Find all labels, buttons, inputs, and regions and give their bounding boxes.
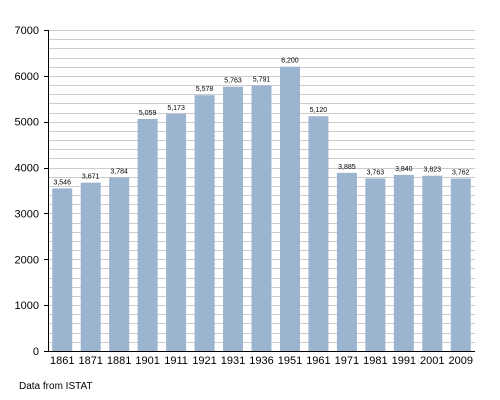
bar-1901 xyxy=(137,119,158,351)
bar-1951 xyxy=(279,66,300,351)
bar-1911 xyxy=(166,113,187,351)
data-label-1881: 3,784 xyxy=(110,168,128,175)
x-tick-label: 1911 xyxy=(164,355,188,367)
bar-1981 xyxy=(365,178,386,351)
bar-1931 xyxy=(223,86,244,352)
x-tick-label: 1881 xyxy=(107,355,131,367)
x-tick-label: 1901 xyxy=(135,355,159,367)
x-tick-label: 1871 xyxy=(78,355,102,367)
data-label-2009: 3,762 xyxy=(452,169,470,176)
y-tick-label: 5000 xyxy=(15,117,39,129)
bars xyxy=(52,66,471,352)
x-tick-label: 1921 xyxy=(192,355,216,367)
data-label-1861: 3,546 xyxy=(53,179,71,186)
y-tick-label: 4000 xyxy=(15,163,39,175)
x-tick-label: 1861 xyxy=(50,355,74,367)
x-tick-label: 1931 xyxy=(221,355,245,367)
data-label-2001: 3,823 xyxy=(424,167,442,174)
x-tick-label: 2009 xyxy=(449,355,473,367)
y-tick-label: 0 xyxy=(33,346,39,358)
data-label-1951: 6,200 xyxy=(281,58,299,65)
data-label-1936: 5,791 xyxy=(253,76,271,83)
data-label-1931: 5,763 xyxy=(224,78,242,85)
data-label-1961: 5,120 xyxy=(310,107,328,114)
bar-1971 xyxy=(336,172,357,351)
source-note: Data from ISTAT xyxy=(19,381,93,392)
data-label-1911: 5,173 xyxy=(167,105,185,112)
data-label-1921: 5,578 xyxy=(196,86,214,93)
x-tick-label: 1961 xyxy=(306,355,330,367)
y-tick-label: 7000 xyxy=(15,25,39,37)
bar-1861 xyxy=(52,188,73,351)
bar-1936 xyxy=(251,85,272,351)
data-label-1981: 3,763 xyxy=(367,169,385,176)
y-tick-label: 6000 xyxy=(15,71,39,83)
x-tick-label: 2001 xyxy=(420,355,444,367)
bar-1991 xyxy=(393,174,414,351)
y-tick-label: 3000 xyxy=(15,208,39,220)
y-tick-label: 2000 xyxy=(15,254,39,266)
bar-1871 xyxy=(80,182,101,351)
data-label-1991: 3,840 xyxy=(395,166,413,173)
y-tick-labels: 0 1000 2000 3000 4000 5000 6000 7000 xyxy=(15,25,48,358)
y-tick-label: 1000 xyxy=(15,300,39,312)
x-tick-label: 1971 xyxy=(335,355,359,367)
data-label-1901: 5,059 xyxy=(139,110,157,117)
data-labels: 3,546 3,671 3,784 5,059 5,173 5,578 5,763 5,791… xyxy=(53,58,469,187)
bar-2001 xyxy=(422,175,443,351)
data-label-1871: 3,671 xyxy=(82,174,100,181)
data-label-1971: 3,885 xyxy=(338,164,356,171)
bar-1881 xyxy=(109,177,130,351)
x-tick-labels: 1861 1871 1881 1901 1911 1921 1931 1936 1951 1961… xyxy=(50,355,473,367)
x-tick-label: 1991 xyxy=(392,355,416,367)
x-tick-label: 1981 xyxy=(363,355,387,367)
bar-1961 xyxy=(308,116,329,351)
axes xyxy=(48,30,475,352)
bar-2009 xyxy=(450,178,471,351)
bar-1921 xyxy=(194,95,215,351)
x-tick-label: 1936 xyxy=(249,355,273,367)
x-tick-label: 1951 xyxy=(278,355,302,367)
